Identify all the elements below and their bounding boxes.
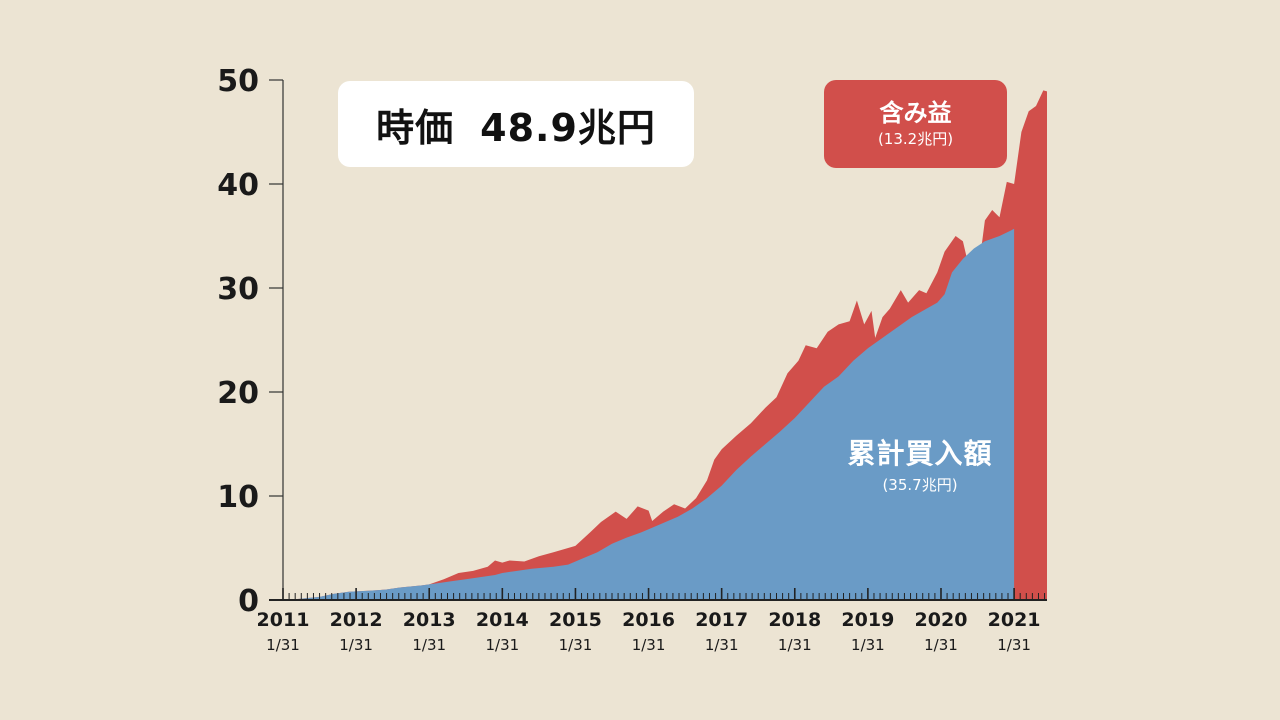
y-tick-label: 50 <box>217 64 259 99</box>
x-year-label: 2016 <box>622 609 675 631</box>
x-date-label: 1/31 <box>778 636 812 654</box>
cumulative-purchase-area <box>283 228 1015 600</box>
headline-value: 48.9兆円 <box>480 105 656 150</box>
x-year-label: 2013 <box>403 609 456 631</box>
y-tick-label: 20 <box>217 376 259 411</box>
x-year-label: 2014 <box>476 609 529 631</box>
x-year-label: 2015 <box>549 609 602 631</box>
gain-label: 含み益 <box>879 99 952 127</box>
x-date-label: 1/31 <box>632 636 666 654</box>
x-date-label: 1/31 <box>485 636 519 654</box>
y-tick-label: 10 <box>217 480 259 515</box>
x-date-label: 1/31 <box>924 636 958 654</box>
x-year-label: 2020 <box>915 609 968 631</box>
headline-label: 時価 <box>376 105 455 150</box>
y-tick-label: 30 <box>217 272 259 307</box>
cumulative-label-value: (35.7兆円) <box>882 476 958 494</box>
x-date-label: 1/31 <box>997 636 1031 654</box>
x-year-label: 2011 <box>257 609 310 631</box>
x-date-label: 1/31 <box>559 636 593 654</box>
x-date-label: 1/31 <box>266 636 300 654</box>
x-date-label: 1/31 <box>705 636 739 654</box>
y-tick-label: 0 <box>238 584 259 619</box>
y-axis-ticks: 0 10 20 30 40 50 <box>217 64 283 619</box>
cumulative-purchase-label: 累計買入額 (35.7兆円) <box>820 434 1020 496</box>
x-date-label: 1/31 <box>851 636 885 654</box>
x-year-label: 2018 <box>768 609 821 631</box>
cumulative-label-title: 累計買入額 <box>847 437 993 470</box>
headline-box: 時価 48.9兆円 <box>338 81 694 167</box>
x-axis-ticks: 2011 1/31 2012 1/31 2013 1/31 2014 1/31 2015 1/31… <box>257 588 1046 654</box>
x-date-label: 1/31 <box>412 636 446 654</box>
x-year-label: 2019 <box>841 609 894 631</box>
unrealized-gain-badge: 含み益 (13.2兆円) <box>824 80 1007 168</box>
gain-value: (13.2兆円) <box>877 130 954 148</box>
x-date-label: 1/31 <box>339 636 373 654</box>
x-year-label: 2012 <box>330 609 383 631</box>
y-tick-label: 40 <box>217 168 259 203</box>
x-year-label: 2021 <box>988 609 1041 631</box>
x-year-label: 2017 <box>695 609 748 631</box>
